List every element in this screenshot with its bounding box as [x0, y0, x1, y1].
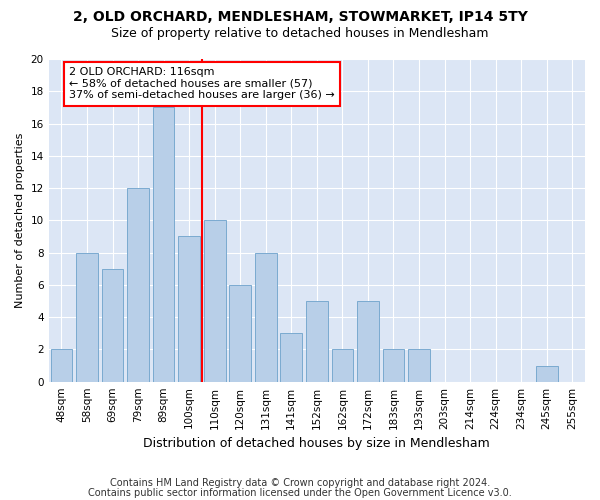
Bar	[357, 301, 379, 382]
Bar	[127, 188, 149, 382]
Text: Contains HM Land Registry data © Crown copyright and database right 2024.: Contains HM Land Registry data © Crown c…	[110, 478, 490, 488]
Bar	[306, 301, 328, 382]
Bar	[101, 268, 124, 382]
Bar	[536, 366, 557, 382]
Bar	[153, 108, 175, 382]
Bar	[280, 334, 302, 382]
Bar	[229, 285, 251, 382]
Text: 2 OLD ORCHARD: 116sqm
← 58% of detached houses are smaller (57)
37% of semi-deta: 2 OLD ORCHARD: 116sqm ← 58% of detached …	[69, 67, 335, 100]
Text: Contains public sector information licensed under the Open Government Licence v3: Contains public sector information licen…	[88, 488, 512, 498]
X-axis label: Distribution of detached houses by size in Mendlesham: Distribution of detached houses by size …	[143, 437, 490, 450]
Bar	[178, 236, 200, 382]
Bar	[332, 350, 353, 382]
Bar	[255, 252, 277, 382]
Y-axis label: Number of detached properties: Number of detached properties	[15, 132, 25, 308]
Text: Size of property relative to detached houses in Mendlesham: Size of property relative to detached ho…	[111, 28, 489, 40]
Bar	[408, 350, 430, 382]
Bar	[76, 252, 98, 382]
Bar	[383, 350, 404, 382]
Bar	[204, 220, 226, 382]
Text: 2, OLD ORCHARD, MENDLESHAM, STOWMARKET, IP14 5TY: 2, OLD ORCHARD, MENDLESHAM, STOWMARKET, …	[73, 10, 527, 24]
Bar	[50, 350, 72, 382]
